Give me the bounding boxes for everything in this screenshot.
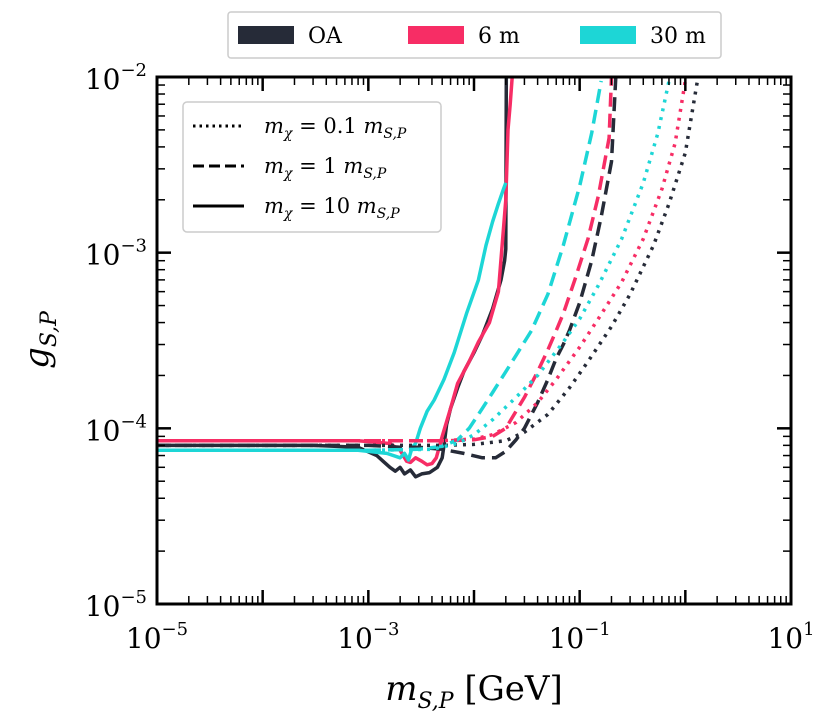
x-tick-label: 101 — [767, 619, 814, 655]
y-tick-label: 10−2 — [85, 60, 147, 96]
style-legend-frame — [182, 101, 442, 233]
legend-label-6m: 6 m — [478, 24, 520, 49]
x-axis-label: mS,P [GeV] — [385, 669, 563, 714]
x-tick-label: 10−1 — [549, 619, 611, 655]
legend-label-30m: 30 m — [650, 24, 706, 49]
series-30m-dashed — [157, 80, 603, 453]
style-legend-label-solid: mχ = 10 mS,P — [264, 194, 400, 222]
series-oa-dotted — [157, 80, 700, 448]
y-tick-label: 10−3 — [85, 236, 147, 272]
top-legend-frame — [227, 11, 722, 59]
legend-swatch-oa — [238, 26, 294, 44]
y-axis-label: gS,P — [17, 310, 62, 369]
series-layer — [157, 77, 700, 479]
x-tick-label: 10−3 — [337, 619, 399, 655]
plot-frame — [155, 75, 793, 606]
style-legend-label-dashed: mχ = 1 mS,P — [264, 154, 387, 182]
legend-swatch-30m — [580, 26, 636, 44]
x-tick-label: 10−5 — [126, 619, 188, 655]
style-legend: mχ = 0.1 mS,P mχ = 1 mS,P mχ = 10 mS,P — [182, 101, 442, 233]
series-30m-dotted — [157, 80, 671, 453]
legend-swatch-6m — [408, 26, 464, 44]
y-tick-label: 10−5 — [85, 587, 147, 623]
legend-label-oa: OA — [308, 24, 343, 49]
top-legend: OA 6 m 30 m — [227, 11, 722, 59]
style-legend-label-dotted: mχ = 0.1 mS,P — [264, 114, 407, 142]
tick-label-layer: 10−5 10−3 10−1 101 10−5 10−4 10−3 10−2 — [85, 60, 815, 655]
series-6m-dotted — [157, 80, 688, 443]
series-oa-dashed — [157, 77, 618, 460]
y-tick-label: 10−4 — [85, 411, 147, 447]
series-30m-solid — [157, 182, 508, 462]
